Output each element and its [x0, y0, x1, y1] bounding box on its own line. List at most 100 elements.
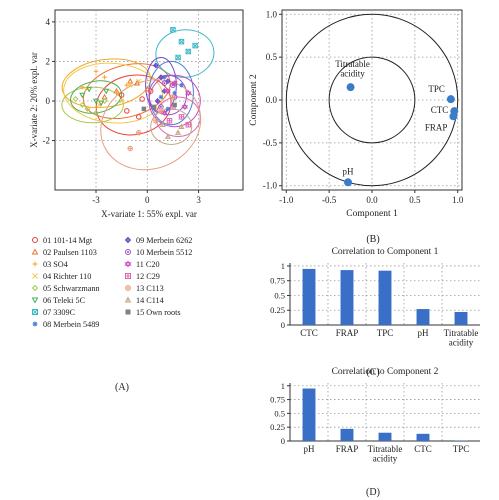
panel-b-variable-label: CTC	[431, 105, 449, 115]
panel-c-y-tick-label: 1	[281, 261, 285, 271]
panel-d-title: Correlation to Component 2	[332, 367, 439, 377]
panel-a-x-tick-label: 3	[196, 195, 201, 205]
legend-marker	[124, 236, 132, 244]
legend-marker	[32, 261, 38, 267]
panel-a-data-point	[161, 80, 168, 86]
panel-a-data-point	[170, 27, 176, 33]
panel-a-data-point	[93, 109, 99, 116]
panel-a-data-point	[141, 106, 147, 112]
legend-marker	[32, 237, 38, 243]
panel-a-y-tick-label: 4	[46, 17, 51, 27]
panel-d-label: (D)	[366, 487, 380, 498]
panel-a-data-point	[165, 106, 171, 112]
legend-label: 08 Merbein 5489	[43, 320, 99, 329]
panel-a-data-point	[127, 145, 133, 152]
panel-b-x-tick-label: 1.0	[452, 195, 464, 205]
panel-d-bar	[454, 440, 468, 441]
panel-a-scatter-plot: -3 0 3 -2 0 2 4 X-variate 1: 55% expl. var X-var…	[29, 9, 244, 219]
legend-marker	[32, 273, 38, 279]
panel-c-category-label: pH	[418, 328, 430, 338]
legend-marker	[125, 285, 131, 291]
panel-d-y-tick-label: 0.25	[270, 422, 285, 432]
panel-a-data-point	[185, 89, 192, 97]
legend-label: 04 Richter 110	[43, 272, 91, 281]
panel-a-data-point	[185, 121, 192, 128]
legend-marker	[31, 248, 39, 255]
legend-label: 03 SO4	[43, 260, 68, 269]
legend-label: 06 Teleki 5C	[43, 296, 86, 305]
panel-b-x-axis-title: Component 1	[346, 209, 398, 219]
panel-d-category-label: FRAP	[336, 444, 359, 454]
panel-a-confidence-ellipse	[148, 74, 188, 116]
legend-marker	[124, 296, 132, 303]
panel-a-confidence-ellipse	[82, 63, 171, 119]
panel-c-bar	[454, 312, 468, 325]
panel-b-y-tick-label: 1.0	[266, 9, 278, 19]
panel-a-data-point	[185, 48, 192, 55]
panel-b-x-tick-label: 0.5	[409, 195, 421, 205]
panel-a-y-tick-label: -2	[43, 136, 51, 146]
legend-label: 13 C113	[136, 284, 164, 293]
panel-a-x-axis-title: X-variate 1: 55% expl. var	[101, 209, 197, 219]
panel-a-data-point	[98, 100, 105, 107]
panel-a-data-point	[103, 88, 110, 95]
panel-a-data-point	[96, 102, 103, 108]
panel-d-category-label: Titratable acidity	[368, 444, 403, 463]
legend-label: 12 C29	[136, 272, 160, 281]
panel-a-confidence-ellipse	[61, 86, 124, 124]
panel-c-y-tick-label: 0.75	[270, 276, 285, 286]
panel-a-data-point	[114, 90, 119, 96]
panel-c-bar	[340, 270, 354, 325]
panel-a-y-axis-title: X-variate 2: 20% expl. var	[29, 52, 39, 148]
panel-a-y-tick-label: 0	[46, 96, 51, 106]
panel-a-data-point	[80, 84, 85, 90]
panel-a-data-point	[133, 79, 141, 86]
panel-a-x-tick-label: -3	[92, 195, 100, 205]
panel-a-data-point	[178, 38, 185, 45]
panel-a-data-point	[102, 75, 107, 80]
panel-a-data-point	[101, 98, 108, 104]
legend-label: 05 Schwarzmann	[43, 284, 100, 293]
legend-label: 01 101-14 Mgt	[43, 236, 93, 245]
panel-a-data-point	[171, 80, 178, 87]
panel-a-data-point	[158, 94, 164, 100]
panel-b-x-tick-label: -0.5	[322, 195, 337, 205]
panel-a-data-point	[154, 98, 161, 104]
panel-a-data-point	[181, 103, 189, 111]
panel-c-bar-chart: Correlation to Component 1 0 0.25 0.5 0.75 1 C…	[270, 247, 480, 347]
panel-a-data-point	[159, 121, 166, 128]
panel-a-data-point	[164, 78, 171, 85]
panel-b-variable-point	[346, 83, 355, 92]
legend-label: 15 Own roots	[136, 308, 181, 317]
panel-c-title: Correlation to Component 1	[332, 247, 439, 257]
panel-a-data-point	[135, 114, 142, 120]
panel-a-data-point	[158, 108, 164, 114]
panel-c-label: (C)	[366, 367, 379, 378]
panel-c-category-label: Titratable acidity	[444, 328, 479, 347]
panel-c-y-tick-label: 0.25	[270, 305, 285, 315]
panel-a-data-point	[172, 102, 177, 108]
panel-b-y-axis-title: Component 2	[249, 74, 259, 126]
panel-b-y-tick-label: -0.5	[263, 138, 278, 148]
panel-a-data-point	[166, 118, 173, 124]
panel-d-category-label: pH	[304, 444, 316, 454]
panel-a-data-point	[79, 101, 86, 108]
panel-d-bar	[302, 388, 316, 441]
panel-a-data-point	[72, 96, 79, 102]
legend-label: 11 C20	[136, 260, 160, 269]
panel-a-data-point	[84, 105, 91, 112]
legend-marker	[125, 249, 131, 255]
legend-label: 02 Paulsen 1103	[43, 248, 97, 257]
legend-marker	[32, 309, 38, 315]
legend-label: 14 C114	[136, 296, 164, 305]
panel-b-x-tick-label: 0.0	[366, 195, 378, 205]
panel-d-y-tick-label: 0.75	[270, 395, 285, 405]
legend-marker	[31, 284, 39, 292]
panel-a-data-point	[79, 92, 86, 99]
panel-d-y-tick-label: 1	[281, 381, 285, 391]
panel-d-y-tick-label: 0.5	[274, 408, 285, 418]
panel-c-category-label: FRAP	[336, 328, 359, 338]
panel-d-bar	[378, 432, 392, 441]
legend-marker	[32, 321, 38, 327]
